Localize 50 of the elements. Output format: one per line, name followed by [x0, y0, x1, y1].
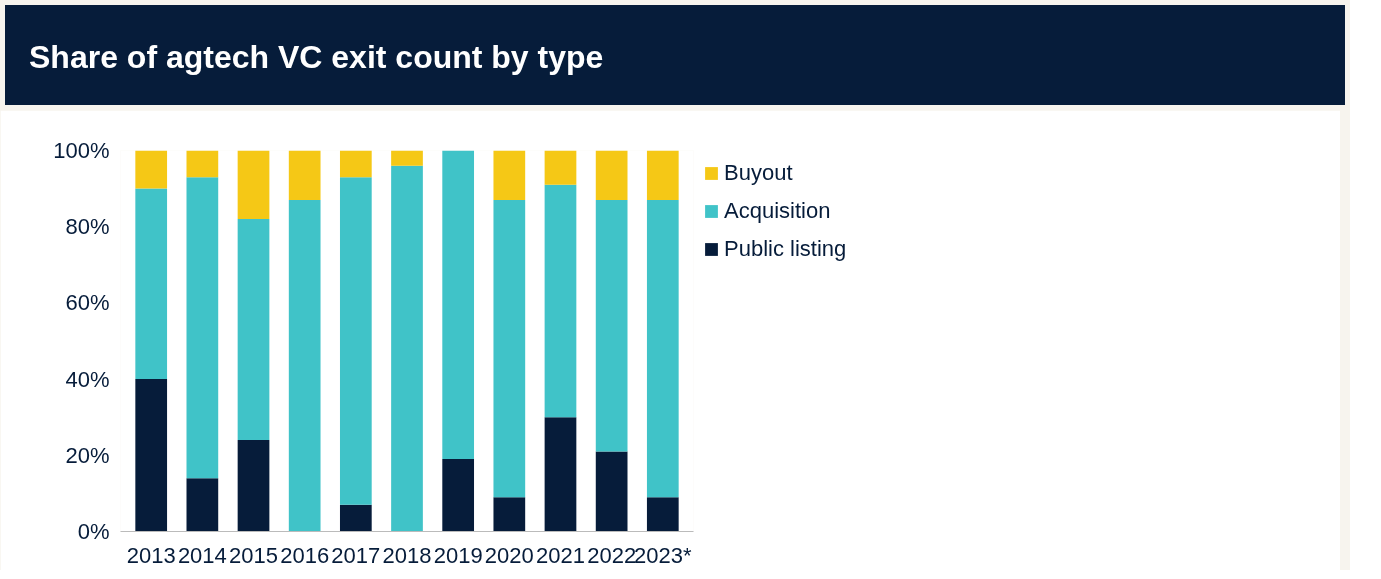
bar: [186, 177, 219, 479]
bar: [237, 150, 270, 220]
x-tick-label: 2018: [382, 542, 432, 568]
y-tick-label: 60%: [65, 290, 110, 316]
bar: [135, 188, 168, 380]
y-tick-label: 100%: [53, 138, 110, 163]
bar: [237, 440, 270, 532]
bar: [135, 379, 168, 532]
bar: [237, 219, 270, 441]
bar: [544, 150, 577, 185]
chart-title: Share of agtech VC exit count by type: [29, 38, 604, 77]
y-tick-label: 40%: [65, 366, 110, 392]
x-tick-label: 2013: [126, 542, 176, 568]
bar: [544, 417, 577, 532]
x-tick-label: 2021: [536, 542, 585, 568]
bar: [646, 150, 679, 201]
bar: [186, 150, 219, 178]
x-tick-label: 2015: [229, 542, 278, 568]
bar: [442, 459, 475, 532]
y-tick-label: 80%: [65, 214, 110, 240]
legend-label: Public listing: [724, 236, 847, 262]
bar: [135, 150, 168, 189]
x-tick-label: 2023*: [634, 542, 692, 568]
y-tick-label: 20%: [65, 442, 110, 468]
bar: [493, 150, 526, 201]
bar: [595, 451, 628, 532]
bar: [339, 177, 372, 505]
bar: [595, 150, 628, 201]
bar: [493, 200, 526, 498]
bar: [391, 150, 423, 166]
y-tick-label: 0%: [77, 519, 110, 544]
x-tick-label: 2014: [177, 542, 227, 568]
bar: [288, 200, 321, 532]
legend-label: Acquisition: [724, 198, 831, 224]
bar: [442, 150, 475, 460]
x-tick-label: 2016: [280, 542, 330, 568]
x-tick-label: 2019: [433, 542, 483, 568]
x-tick-label: 2020: [484, 542, 534, 568]
bar: [288, 150, 321, 201]
bar: [544, 184, 577, 418]
bar: [186, 478, 219, 532]
bar: [339, 150, 372, 178]
bar: [595, 200, 628, 452]
legend-label: Buyout: [724, 160, 793, 186]
x-tick-label: 2017: [331, 542, 381, 568]
bar: [646, 200, 679, 498]
bar: [646, 497, 679, 532]
bar: [391, 165, 423, 532]
bar: [339, 504, 372, 532]
bar: [493, 497, 526, 532]
